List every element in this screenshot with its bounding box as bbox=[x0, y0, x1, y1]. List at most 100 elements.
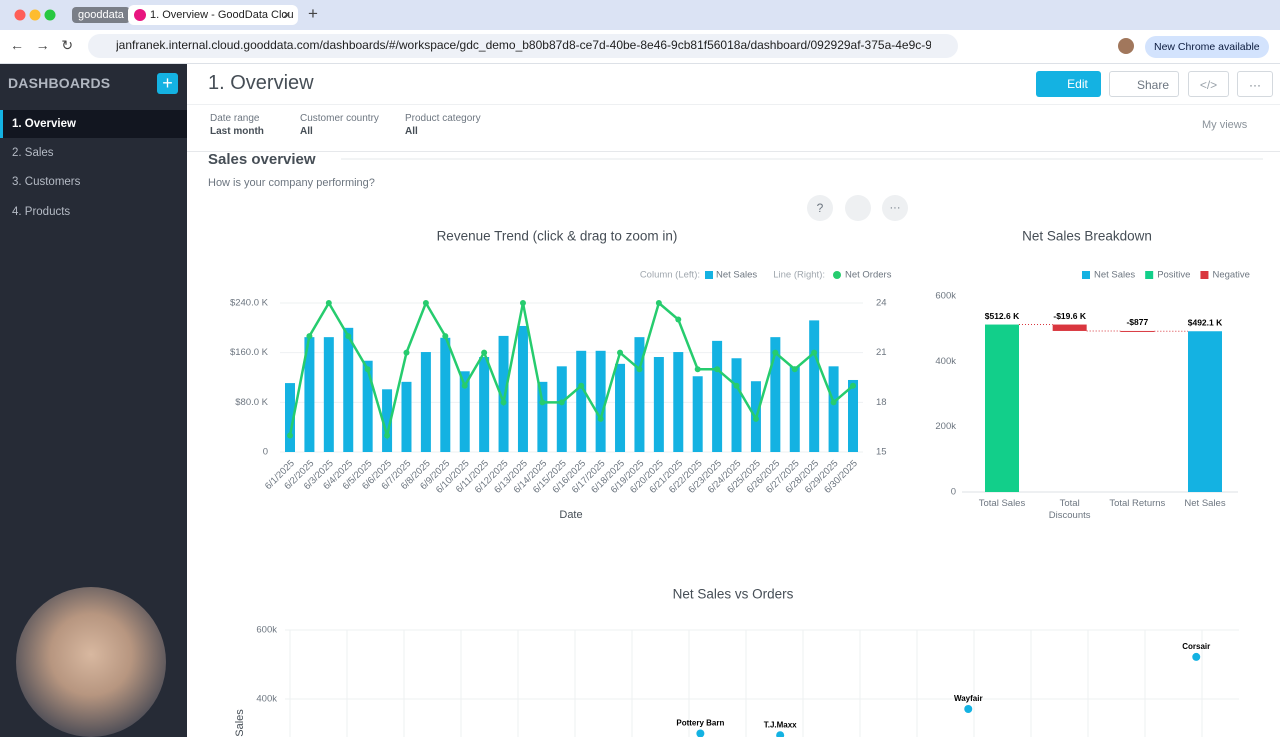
line-point bbox=[481, 349, 488, 356]
y2-tick-label: 15 bbox=[876, 447, 887, 458]
omnibox[interactable] bbox=[88, 34, 958, 58]
sidebar-item[interactable]: 2. Sales bbox=[12, 147, 54, 159]
tab-close[interactable]: × bbox=[283, 7, 291, 22]
bar bbox=[440, 337, 451, 452]
bar bbox=[304, 337, 315, 452]
line-point bbox=[558, 399, 565, 406]
bar bbox=[985, 324, 1019, 492]
line-point bbox=[733, 382, 740, 389]
icon-glyph: ··· bbox=[890, 202, 901, 214]
dashboard-title: 1. Overview bbox=[208, 72, 314, 94]
new-tab[interactable]: + bbox=[308, 4, 318, 23]
point-label: Pottery Barn bbox=[676, 719, 724, 728]
address-bar: ← → ↻ bbox=[0, 30, 1280, 64]
minimize[interactable] bbox=[29, 9, 41, 21]
edit-button[interactable]: Edit bbox=[1036, 71, 1101, 97]
bar bbox=[673, 352, 684, 452]
sidebar-item[interactable]: 1. Overview bbox=[0, 110, 187, 138]
point-label: Corsair bbox=[1182, 642, 1210, 651]
sidebar-item[interactable]: 4. Products bbox=[12, 206, 71, 218]
point-label: T.J.Maxx bbox=[764, 720, 797, 729]
sidebar-item[interactable]: 3. Customers bbox=[12, 176, 81, 188]
point bbox=[1192, 652, 1201, 661]
update-button[interactable]: New Chrome available bbox=[1145, 36, 1269, 58]
legend-group: Line (Right): bbox=[773, 270, 825, 281]
line-point bbox=[811, 349, 818, 356]
bar bbox=[848, 379, 858, 452]
line-point bbox=[422, 300, 429, 306]
legend-swatch bbox=[1200, 271, 1209, 279]
line-point bbox=[519, 300, 526, 306]
more-button[interactable]: ··· bbox=[1237, 71, 1273, 97]
filter-value: Last month bbox=[210, 126, 264, 137]
filter[interactable]: Customer country All bbox=[300, 113, 379, 137]
bar bbox=[1120, 330, 1155, 332]
profile[interactable] bbox=[1118, 38, 1134, 54]
bar bbox=[323, 337, 334, 452]
data-label: -$19.6 K bbox=[1053, 311, 1086, 321]
y-tick-label: 0 bbox=[263, 447, 268, 458]
favicon bbox=[134, 9, 146, 21]
data-label: $492.1 K bbox=[1188, 317, 1223, 327]
x-axis-label: Date bbox=[559, 509, 582, 521]
line-point bbox=[655, 300, 662, 306]
legend-group: Column (Left): bbox=[640, 270, 700, 281]
y2-tick-label: 18 bbox=[876, 397, 887, 408]
bar bbox=[362, 360, 373, 452]
line-point bbox=[597, 415, 604, 422]
legend-swatch bbox=[1082, 271, 1090, 279]
y-axis-label: Sales bbox=[234, 709, 246, 737]
chart-title: Net Sales Breakdown bbox=[1022, 229, 1152, 244]
share-button[interactable]: Share bbox=[1109, 71, 1179, 97]
bar bbox=[537, 381, 548, 452]
active-tab[interactable]: 1. Overview - GoodData Clou bbox=[128, 5, 298, 25]
line bbox=[288, 300, 854, 441]
bar bbox=[479, 357, 490, 452]
filter-label: Date range bbox=[210, 113, 260, 124]
maximize[interactable] bbox=[44, 9, 56, 21]
line-point bbox=[539, 399, 546, 406]
sidebar-title: DASHBOARDS bbox=[8, 75, 111, 91]
bar bbox=[809, 320, 820, 452]
bar bbox=[634, 337, 645, 452]
bar bbox=[653, 357, 664, 452]
point bbox=[776, 731, 785, 737]
y-tick-label: 0 bbox=[951, 487, 956, 498]
nav-buttons[interactable]: ← → ↻ bbox=[10, 37, 74, 53]
menu-icon[interactable] bbox=[882, 195, 908, 221]
close[interactable] bbox=[14, 9, 26, 21]
line-point bbox=[287, 432, 293, 439]
bar bbox=[770, 337, 781, 452]
filter[interactable]: Date range Last month bbox=[210, 113, 264, 137]
table-icon[interactable] bbox=[845, 195, 871, 221]
embed-button[interactable]: </> bbox=[1188, 71, 1229, 97]
section-title: Sales overview bbox=[208, 151, 316, 168]
help-icon[interactable] bbox=[807, 195, 833, 221]
y-tick-label: $240.0 K bbox=[230, 298, 269, 309]
legend-label: Negative bbox=[1212, 270, 1250, 281]
line-point bbox=[461, 382, 468, 389]
bar bbox=[1188, 331, 1222, 492]
chart-title: Revenue Trend (click & drag to zoom in) bbox=[437, 229, 678, 244]
line-point bbox=[325, 300, 332, 306]
icon-glyph: ? bbox=[817, 201, 824, 215]
y-tick-label: 200k bbox=[935, 421, 956, 432]
bar bbox=[285, 383, 295, 452]
filter[interactable]: Product category All bbox=[405, 113, 481, 137]
bar bbox=[615, 363, 626, 452]
x-tick-label: Net Sales bbox=[1184, 498, 1226, 509]
bar bbox=[595, 350, 606, 452]
filter-bar bbox=[187, 104, 1280, 152]
line-point bbox=[306, 333, 313, 340]
url[interactable]: janfranek.internal.cloud.gooddata.com/da… bbox=[116, 38, 931, 52]
line-point bbox=[714, 366, 721, 373]
bar bbox=[1052, 324, 1087, 331]
y-tick-label: 400k bbox=[935, 356, 956, 367]
my-views[interactable]: My views bbox=[1202, 119, 1248, 131]
add-dashboard[interactable]: + bbox=[157, 73, 178, 94]
filter-label: Customer country bbox=[300, 113, 379, 124]
tab-group[interactable]: gooddata bbox=[72, 7, 130, 23]
line-point bbox=[675, 316, 682, 323]
line-point bbox=[830, 399, 837, 406]
legend-swatch bbox=[833, 271, 841, 279]
